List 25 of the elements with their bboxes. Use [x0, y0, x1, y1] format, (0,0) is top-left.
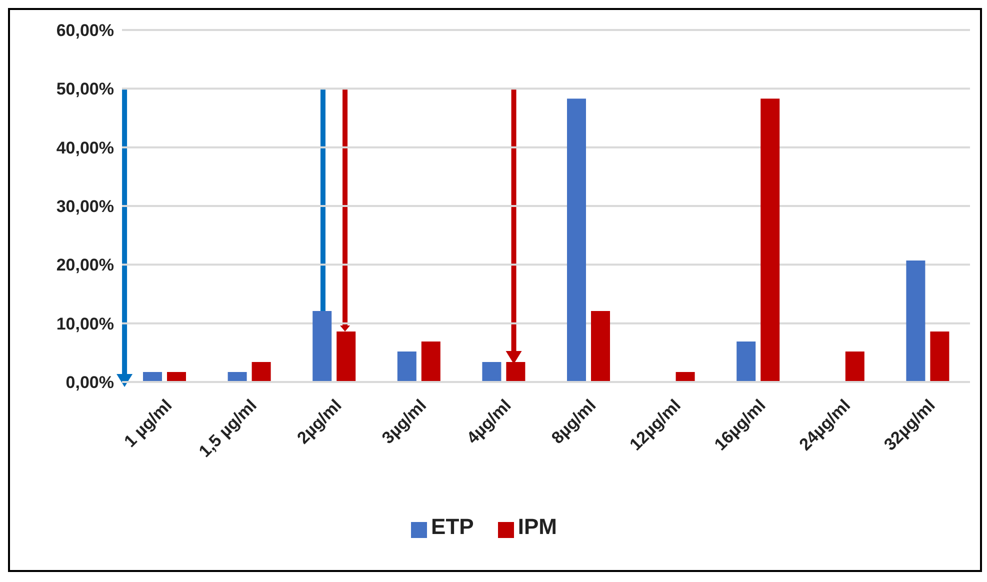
y-tick-label: 30,00%	[56, 197, 114, 216]
bar	[228, 372, 247, 382]
bar	[252, 362, 271, 382]
bar	[397, 351, 416, 382]
bar	[736, 342, 756, 382]
y-tick-label: 60,00%	[56, 21, 114, 40]
bar	[906, 260, 926, 382]
bar	[167, 372, 186, 382]
y-tick-label: 20,00%	[56, 256, 114, 275]
bar	[930, 332, 950, 382]
bar	[143, 372, 162, 382]
y-tick-label: 40,00%	[56, 138, 114, 158]
legend-label: IPM	[518, 514, 557, 539]
bar	[760, 98, 780, 382]
legend-label: ETP	[431, 514, 474, 539]
y-tick-label: 10,00%	[56, 314, 114, 334]
y-tick-label: 50,00%	[56, 80, 114, 99]
bar	[482, 362, 502, 382]
bar	[845, 351, 864, 382]
bar	[676, 372, 695, 382]
bar	[591, 311, 610, 382]
y-tick-label: 0,00%	[66, 373, 114, 392]
bar	[421, 342, 440, 382]
bar	[567, 98, 586, 382]
bar	[312, 311, 332, 382]
